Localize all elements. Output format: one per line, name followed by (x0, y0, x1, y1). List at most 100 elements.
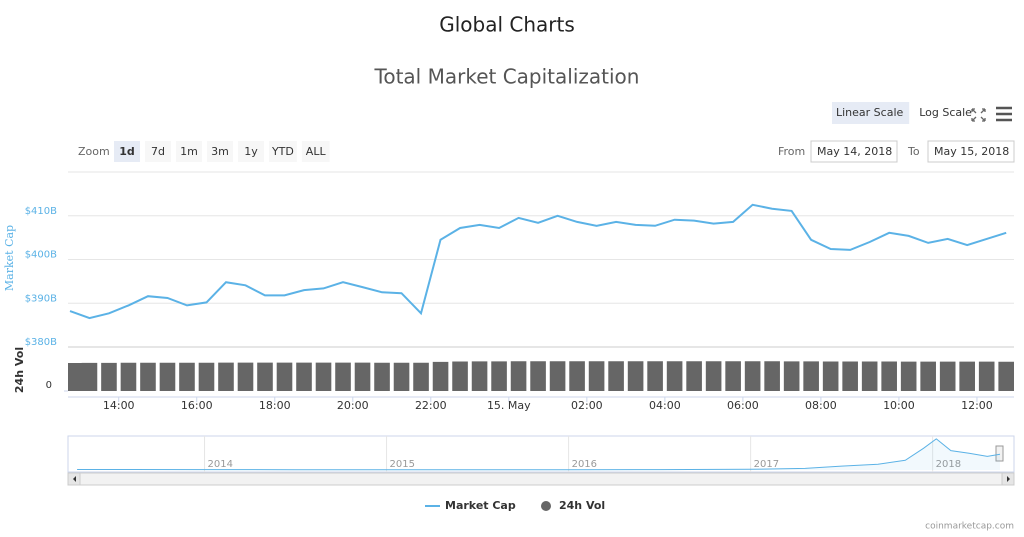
zoom-label: Zoom (78, 145, 110, 158)
volume-bar (588, 361, 605, 391)
volume-bar (276, 362, 293, 391)
volume-bar (218, 362, 234, 391)
volume-bar (686, 361, 702, 391)
arrow (73, 476, 76, 482)
volume-bar (959, 361, 975, 391)
x-tick-label: 12:00 (961, 399, 993, 412)
navigator-tick-label: 2015 (390, 459, 415, 470)
volume-bar (335, 362, 351, 391)
volume-bar (315, 362, 332, 391)
volume-bar (471, 361, 488, 391)
volume-bar (549, 361, 566, 391)
volume-bar (627, 361, 644, 391)
zoom-button-bg[interactable] (238, 141, 264, 162)
to-input[interactable] (927, 140, 1015, 163)
navigator-line (77, 438, 1001, 471)
menu-icon[interactable] (996, 106, 1012, 122)
navigator-frame (67, 435, 1015, 473)
volume-bar (68, 363, 84, 391)
x-tick-label: 02:00 (571, 399, 603, 412)
y2-tick-label: 0 (46, 380, 52, 391)
volume-bar (744, 361, 761, 391)
navigator-area (77, 438, 1001, 470)
volume-bar (159, 362, 176, 391)
volume-bar (140, 362, 156, 391)
volume-bar (647, 361, 663, 391)
volume-bar (842, 361, 858, 391)
volume-bar (296, 362, 312, 391)
volume-bar (666, 361, 683, 391)
volume-bar (510, 361, 527, 391)
legend-label[interactable]: 24h Vol (559, 499, 605, 512)
volume-bar (120, 362, 137, 391)
fullscreen-icon[interactable] (971, 108, 986, 122)
y2-axis-title: 24h Vol (13, 347, 26, 393)
y-tick-label: $390B (25, 293, 57, 304)
zoom-button[interactable]: 7d (151, 145, 165, 158)
zoom-button[interactable]: 3m (211, 145, 229, 158)
scale-button[interactable]: Log Scale (919, 106, 972, 119)
zoom-button[interactable]: ALL (306, 145, 327, 158)
from-input[interactable] (810, 140, 898, 163)
zoom-button-bg[interactable] (301, 141, 330, 162)
y-axis-title: Market Cap (3, 225, 16, 291)
legend-label[interactable]: Market Cap (445, 499, 516, 512)
volume-bar (861, 361, 878, 391)
volume-bar (179, 362, 195, 391)
navigator-tick-label: 2018 (936, 459, 961, 470)
to-label: To (907, 145, 920, 158)
volume-bar (803, 361, 819, 391)
zoom-button[interactable]: YTD (271, 145, 294, 158)
volume-bar (198, 362, 215, 391)
from-label: From (778, 145, 805, 158)
x-tick-label: 08:00 (805, 399, 837, 412)
scale-button-bg[interactable] (832, 102, 910, 124)
zoom-button-bg[interactable] (207, 141, 233, 162)
navigator-handle[interactable] (995, 445, 1004, 462)
x-tick-label: 20:00 (337, 399, 369, 412)
volume-bar (881, 361, 897, 391)
x-tick-label: 22:00 (415, 399, 447, 412)
zoom-button-bg[interactable] (145, 141, 171, 162)
x-tick-label: 15. May (487, 399, 531, 412)
x-tick-label: 16:00 (181, 399, 213, 412)
volume-bar (101, 362, 117, 391)
navigator-tick-label: 2017 (754, 459, 779, 470)
zoom-button[interactable]: 1y (244, 145, 258, 158)
credit: coinmarketcap.com (925, 522, 1014, 532)
scrollbar[interactable] (67, 472, 1015, 486)
volume-bar (491, 361, 507, 391)
volume-bar (978, 361, 995, 391)
volume-bar (569, 361, 585, 391)
scale-button[interactable]: Linear Scale (836, 106, 904, 119)
zoom-button-bg[interactable] (176, 141, 202, 162)
volume-bar (530, 361, 546, 391)
volume-bar (783, 361, 800, 391)
market-cap-line (69, 203, 1007, 320)
volume-bar (432, 361, 449, 391)
volume-bar (764, 361, 780, 391)
zoom-button-bg[interactable] (114, 141, 140, 162)
volume-bar (900, 361, 917, 391)
to-date[interactable]: May 15, 2018 (934, 145, 1009, 158)
x-tick-label: 18:00 (259, 399, 291, 412)
zoom-button[interactable]: 1d (119, 145, 135, 158)
volume-bar (939, 361, 956, 391)
volume-bar (725, 361, 741, 391)
zoom-button[interactable]: 1m (180, 145, 198, 158)
zoom-button-bg[interactable] (269, 141, 297, 162)
volume-bar (705, 361, 722, 391)
volume-bar (822, 361, 839, 391)
from-date[interactable]: May 14, 2018 (817, 145, 892, 158)
navigator-tick-label: 2016 (572, 459, 597, 470)
volume-bar (257, 362, 273, 391)
y-tick-label: $410B (25, 206, 57, 217)
volume-bar (237, 362, 254, 391)
legend-symbol (541, 501, 551, 511)
volume-bar (608, 361, 624, 391)
volume-bar (920, 361, 936, 391)
x-tick-label: 06:00 (727, 399, 759, 412)
arrow (1007, 476, 1010, 482)
page-title: Global Charts (439, 13, 575, 37)
